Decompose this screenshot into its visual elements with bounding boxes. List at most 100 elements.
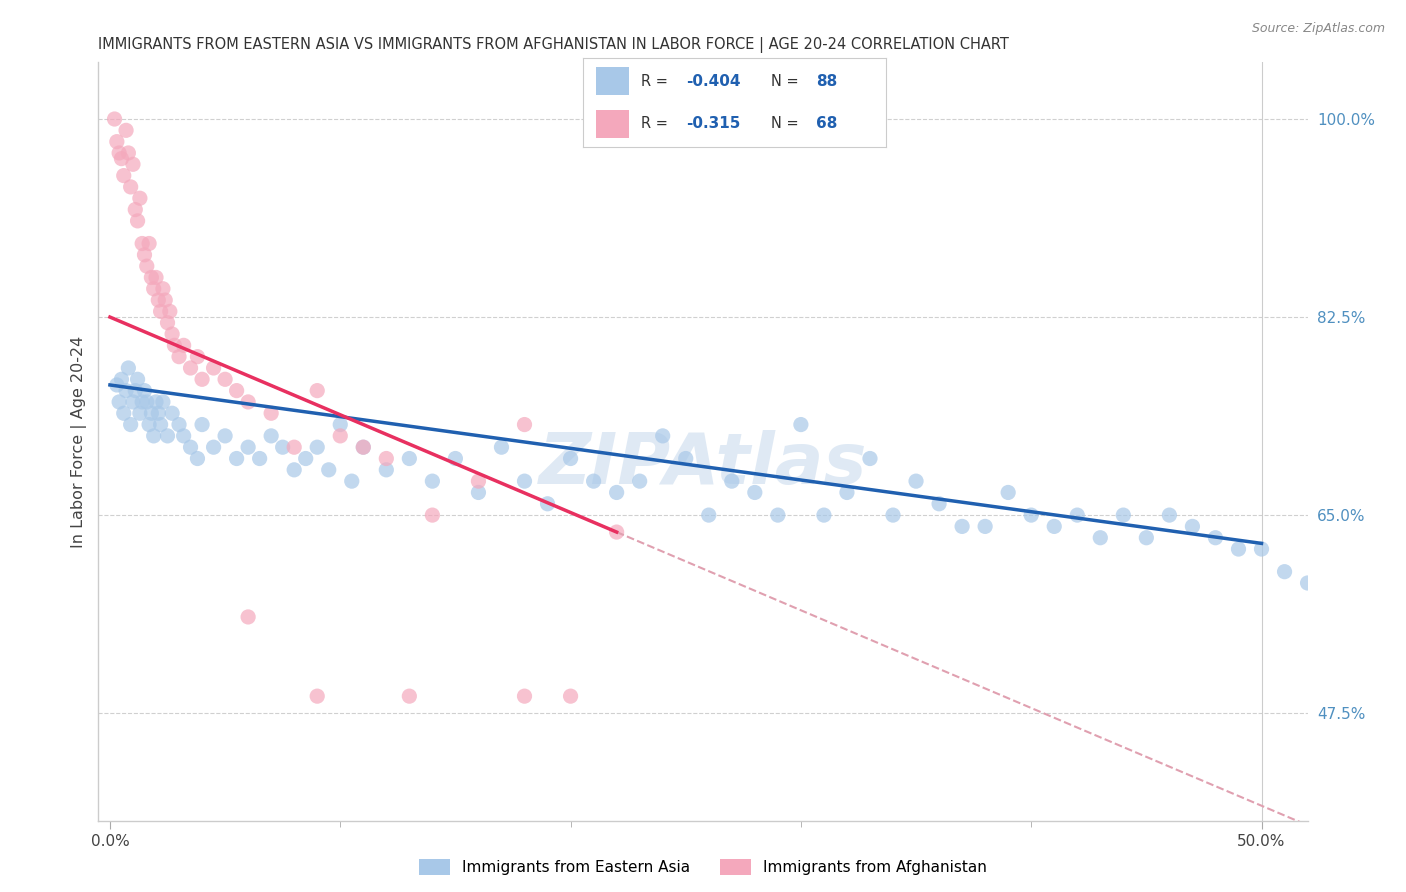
Point [835,485,858,500]
Point [186,451,208,466]
Point [148,406,170,420]
Point [628,474,651,488]
Point [131,236,153,251]
Point [134,384,156,398]
Point [340,474,363,488]
Point [606,485,628,500]
Point [122,395,145,409]
Point [127,372,149,386]
Text: N =: N = [770,117,803,131]
Point [160,406,183,420]
Point [152,282,174,296]
Point [159,304,181,318]
Point [352,440,374,454]
Point [103,112,125,126]
Point [117,361,139,376]
Point [155,293,177,307]
Text: -0.315: -0.315 [686,117,741,131]
Point [214,372,236,386]
Point [928,497,950,511]
Point [122,157,145,171]
Point [467,474,489,488]
Point [156,316,179,330]
Point [905,474,928,488]
Point [142,429,165,443]
Point [105,378,128,392]
Point [1112,508,1135,522]
FancyBboxPatch shape [596,67,628,95]
Point [117,145,139,160]
Point [127,214,149,228]
Point [202,361,225,376]
Point [294,451,316,466]
Point [163,338,186,352]
Point [271,440,294,454]
Point [149,304,172,318]
Point [128,406,150,420]
Point [108,395,131,409]
Text: R =: R = [641,117,672,131]
Point [120,180,142,194]
Text: -0.404: -0.404 [686,74,741,88]
Point [148,293,170,307]
Point [180,440,202,454]
Point [950,519,973,533]
Point [110,372,132,386]
Point [1090,531,1112,545]
Point [790,417,813,432]
Point [191,417,214,432]
Point [283,463,305,477]
Point [1159,508,1181,522]
Point [882,508,904,522]
Point [398,451,420,466]
Point [1019,508,1042,522]
FancyBboxPatch shape [596,110,628,138]
Point [513,474,536,488]
Point [145,395,167,409]
Point [513,417,536,432]
Point [329,429,352,443]
Point [142,282,165,296]
Point [1043,519,1066,533]
Point [135,395,157,409]
Point [744,485,766,500]
Point [536,497,558,511]
Point [141,406,163,420]
Point [720,474,742,488]
Point [375,463,398,477]
Point [766,508,789,522]
Point [1135,531,1157,545]
Point [135,259,157,273]
Point [249,451,271,466]
Point [167,417,190,432]
Point [307,384,329,398]
Point [167,350,190,364]
Point [1181,519,1204,533]
Point [1066,508,1088,522]
Point [202,440,225,454]
Point [105,135,128,149]
Point [859,451,882,466]
Point [513,689,536,703]
Point [149,417,172,432]
Point [186,350,208,364]
Point [156,429,179,443]
Point [134,248,156,262]
Point [191,372,214,386]
Point [606,524,628,539]
Point [236,440,259,454]
Text: 88: 88 [817,74,838,88]
Point [1274,565,1296,579]
Point [1319,599,1341,613]
Point [138,417,160,432]
Point [225,451,247,466]
Point [180,361,202,376]
Point [145,270,167,285]
Point [307,689,329,703]
Point [974,519,997,533]
Point [115,384,138,398]
Point [329,417,352,432]
Point [560,689,582,703]
Text: R =: R = [641,74,672,88]
Point [997,485,1019,500]
